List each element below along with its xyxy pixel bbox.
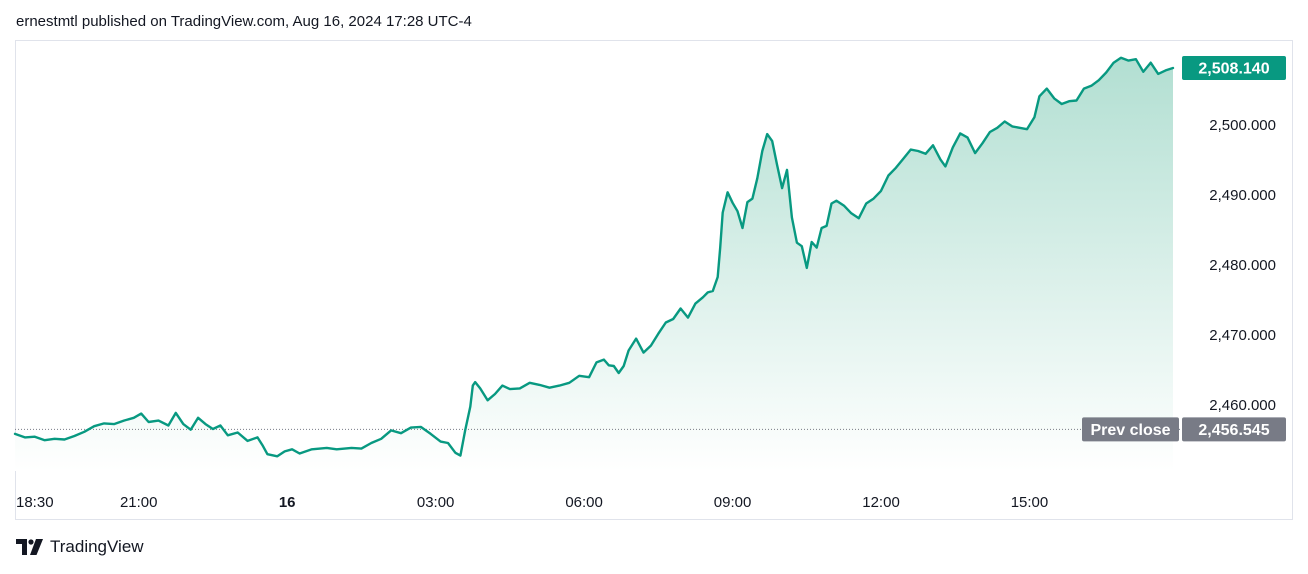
x-axis-tick-label: 06:00 [565, 494, 603, 511]
y-axis-tick-label: 2,490.000 [1209, 187, 1276, 204]
x-axis-tick-label: 12:00 [862, 494, 900, 511]
prev-close-value-badge [1182, 417, 1286, 442]
tradingview-branding[interactable]: TradingView [16, 537, 144, 557]
last-price-badge [1182, 56, 1286, 81]
prev-close-title: Prev close [1090, 422, 1170, 439]
published-caption: ernestmtl published on TradingView.com, … [16, 13, 472, 30]
x-axis-tick-label: 21:00 [120, 494, 158, 511]
y-axis-tick-label: 2,460.000 [1209, 397, 1276, 414]
prev-close-title-badge [1082, 417, 1179, 442]
y-axis-tick-label: 2,500.000 [1209, 117, 1276, 134]
chart-frame [15, 40, 1293, 520]
y-axis-tick-label: 2,480.000 [1209, 257, 1276, 274]
x-axis-tick-label: 09:00 [714, 494, 752, 511]
tradingview-logo-icon [16, 539, 43, 555]
x-axis-tick-label: 03:00 [417, 494, 455, 511]
y-axis-tick-label: 2,470.000 [1209, 327, 1276, 344]
x-axis-tick-label: 16 [279, 494, 296, 511]
x-axis-tick-label: 15:00 [1011, 494, 1049, 511]
tradingview-wordmark: TradingView [50, 537, 144, 556]
x-axis-tick-label: 18:30 [16, 494, 54, 511]
price-line[interactable] [13, 56, 1175, 458]
last-price-label: 2,508.140 [1198, 61, 1269, 78]
price-area-fill [15, 57, 1173, 472]
prev-close-value-label: 2,456.545 [1198, 422, 1269, 439]
